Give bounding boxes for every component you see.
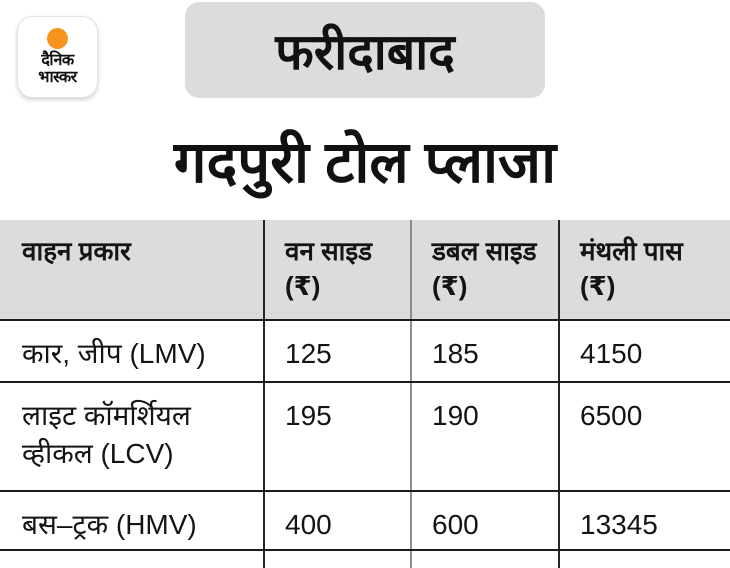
vehicle-type-cell: बस–ट्रक (HMV) <box>22 509 197 540</box>
column-header-double-side: डबल साइड (₹) <box>410 220 558 319</box>
table-row-lmv: कार, जीप (LMV) 125 185 4150 <box>0 319 730 381</box>
one-side-rate-cell: 400 <box>263 492 410 549</box>
one-side-rate-cell: 125 <box>263 321 410 381</box>
column-header-vehicle-type: वाहन प्रकार <box>22 236 131 266</box>
logo-line2: भास्कर <box>38 69 77 86</box>
sun-dot-icon <box>47 27 68 49</box>
column-header-monthly-pass: मंथली पास (₹) <box>558 220 730 319</box>
table-row-lcv: लाइट कॉमर्शियल व्हीकल (LCV) 195 190 6500 <box>0 381 730 490</box>
logo-text: दैनिक भास्कर <box>38 51 77 87</box>
vehicle-type-cell: लाइट कॉमर्शियल व्हीकल (LCV) <box>22 400 191 469</box>
double-side-rate-cell: 185 <box>410 321 558 381</box>
table-row-hmv: बस–ट्रक (HMV) 400 600 13345 <box>0 490 730 549</box>
monthly-pass-rate-cell: 4150 <box>558 321 730 381</box>
monthly-pass-rate-cell: 13345 <box>558 492 730 549</box>
monthly-pass-rate-cell: 6500 <box>558 383 730 490</box>
table-row-partial <box>0 549 730 568</box>
location-badge: फरीदाबाद <box>185 2 545 98</box>
column-header-one-side: वन साइड (₹) <box>263 220 410 319</box>
table-header-row: वाहन प्रकार वन साइड (₹) डबल साइड (₹) मंथ… <box>0 220 730 319</box>
double-side-rate-cell: 190 <box>410 383 558 490</box>
dainik-bhaskar-logo: दैनिक भास्कर <box>17 16 98 98</box>
logo-line1: दैनिक <box>41 51 74 69</box>
double-side-rate-cell: 600 <box>410 492 558 549</box>
one-side-rate-cell: 195 <box>263 383 410 490</box>
toll-rate-table: वाहन प्रकार वन साइड (₹) डबल साइड (₹) मंथ… <box>0 220 730 568</box>
page-title: गदपुरी टोल प्लाजा <box>173 130 557 195</box>
vehicle-type-cell: कार, जीप (LMV) <box>22 338 206 369</box>
